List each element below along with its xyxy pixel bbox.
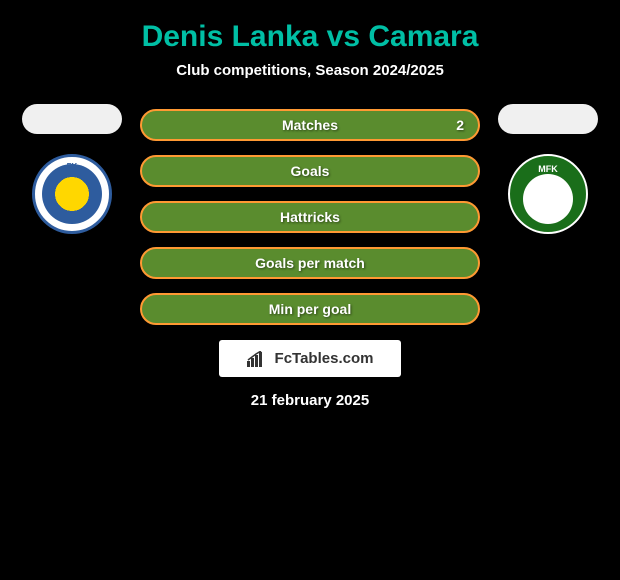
right-player-column: MFK — [498, 104, 598, 239]
brand-logo[interactable]: FcTables.com — [219, 340, 402, 377]
stat-goals-per-match: Goals per match — [140, 247, 480, 279]
left-player-column: FK — [22, 104, 122, 239]
club-badge-teplice[interactable]: FK — [32, 154, 112, 234]
stat-label: Min per goal — [269, 301, 351, 317]
stat-min-per-goal: Min per goal — [140, 293, 480, 325]
stat-label: Goals per match — [255, 255, 365, 271]
stat-value-right: 2 — [456, 117, 464, 133]
season-subtitle: Club competitions, Season 2024/2025 — [176, 62, 444, 79]
comparison-title: Denis Lanka vs Camara — [142, 20, 479, 54]
update-date: 21 february 2025 — [251, 392, 369, 409]
comparison-widget: Denis Lanka vs Camara Club competitions,… — [0, 20, 620, 409]
stat-label: Matches — [282, 117, 338, 133]
club-badge-karvina[interactable]: MFK — [508, 154, 588, 234]
stat-matches: Matches 2 — [140, 109, 480, 141]
stats-column: Matches 2 Goals Hattricks Goals per matc… — [140, 109, 480, 325]
badge-text: FK — [67, 162, 78, 171]
badge-text: MFK — [538, 164, 558, 174]
stat-goals: Goals — [140, 155, 480, 187]
comparison-row: FK Matches 2 Goals Hattricks Goals per m… — [0, 104, 620, 325]
bar-chart-icon — [247, 351, 267, 367]
stat-label: Goals — [291, 163, 330, 179]
player-avatar-left — [22, 104, 122, 134]
brand-name: FcTables.com — [275, 350, 374, 367]
stat-label: Hattricks — [280, 209, 340, 225]
player-avatar-right — [498, 104, 598, 134]
stat-hattricks: Hattricks — [140, 201, 480, 233]
